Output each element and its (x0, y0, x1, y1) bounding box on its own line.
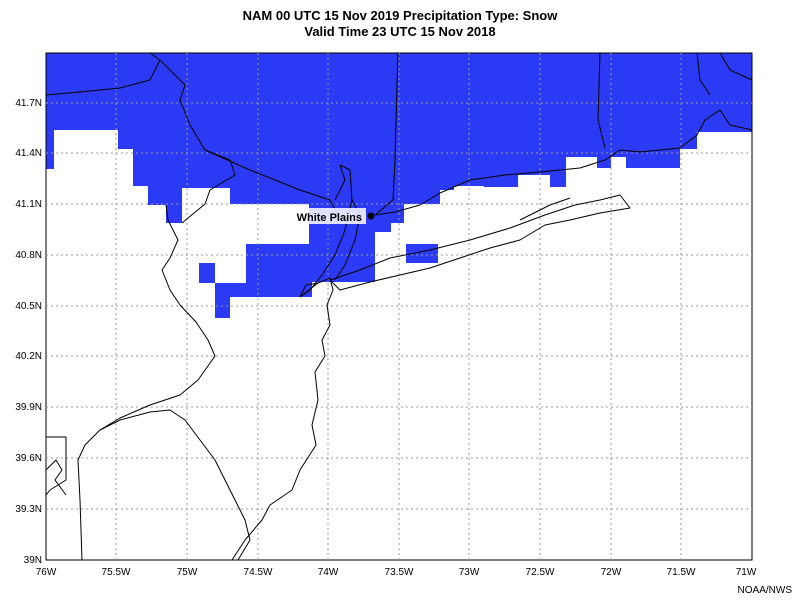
lat-label: 40.5N (15, 301, 42, 312)
lat-label: 41.4N (15, 148, 42, 159)
map-title-line-2: Valid Time 23 UTC 15 Nov 2018 (304, 24, 496, 39)
lat-label: 40.8N (15, 250, 42, 261)
lon-label: 75.5W (102, 567, 131, 578)
lon-label: 73.5W (385, 567, 414, 578)
map-title-line-1: NAM 00 UTC 15 Nov 2019 Precipitation Typ… (242, 8, 558, 23)
latitude-labels: 41.7N 41.4N 41.1N 40.8N 40.5N 40.2N 39.9… (15, 98, 42, 566)
lon-label: 71.5W (667, 567, 696, 578)
lon-label: 75W (177, 567, 198, 578)
snow-precipitation-area (46, 53, 752, 318)
lat-label: 39N (24, 555, 42, 566)
lat-label: 39.3N (15, 504, 42, 515)
station-marker (367, 212, 375, 220)
coastline-borders (45, 52, 753, 561)
station-white-plains: White Plains (288, 208, 375, 224)
longitude-labels: 76W 75.5W 75W 74.5W 74W 73.5W 73W 72.5W … (36, 567, 757, 578)
lon-label: 74W (318, 567, 339, 578)
lon-label: 74.5W (244, 567, 273, 578)
lon-label: 72.5W (526, 567, 555, 578)
credit-text: NOAA/NWS (737, 585, 792, 596)
lat-label: 39.6N (15, 453, 42, 464)
station-label: White Plains (297, 212, 362, 224)
lon-label: 76W (36, 567, 57, 578)
lon-label: 73W (459, 567, 480, 578)
lon-label: 71W (736, 567, 757, 578)
lat-label: 39.9N (15, 402, 42, 413)
lat-label: 41.7N (15, 98, 42, 109)
lat-label: 40.2N (15, 351, 42, 362)
lon-label: 72W (601, 567, 622, 578)
lat-label: 41.1N (15, 199, 42, 210)
